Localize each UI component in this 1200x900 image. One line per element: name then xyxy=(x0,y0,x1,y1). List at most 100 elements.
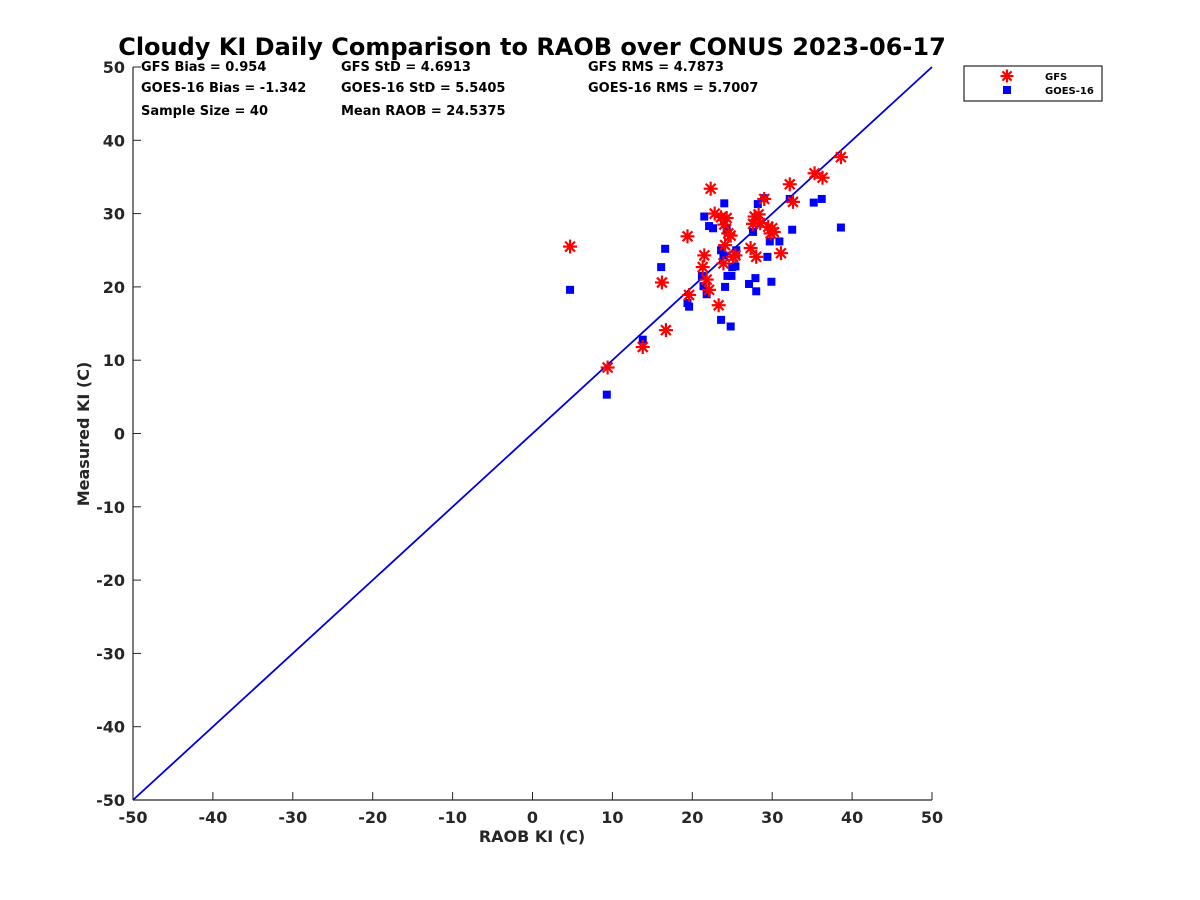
gfs-point xyxy=(682,287,697,302)
marker-stroke xyxy=(1001,70,1013,82)
y-tick-label: 0 xyxy=(114,425,125,444)
gfs-point xyxy=(782,177,797,192)
legend: GFS GOES-16 xyxy=(963,65,1103,102)
marker-stroke xyxy=(752,208,765,221)
goes-16-point xyxy=(775,237,784,246)
legend-box xyxy=(963,65,1103,102)
reference-line-layer xyxy=(132,66,933,801)
y-tick-label: 50 xyxy=(103,58,125,77)
goes-16-point xyxy=(765,237,774,246)
y-tick-label: 40 xyxy=(103,131,125,150)
marker-stroke xyxy=(744,242,757,254)
y-tick-label: -50 xyxy=(96,791,125,810)
marker-stroke xyxy=(775,247,787,259)
marker-stroke xyxy=(601,361,614,374)
x-tick-label: -40 xyxy=(198,808,227,827)
y-tick-label: -40 xyxy=(96,718,125,737)
marker-stroke xyxy=(656,276,668,289)
goes-16-point xyxy=(638,335,647,344)
x-tick-label: 40 xyxy=(841,808,863,827)
marker-stroke xyxy=(660,324,672,336)
chart-title: Cloudy KI Daily Comparison to RAOB over … xyxy=(118,33,946,61)
goes-16-point xyxy=(752,287,761,296)
gfs-point xyxy=(695,260,710,275)
marker-stroke xyxy=(703,284,715,296)
marker-stroke xyxy=(718,218,730,231)
goes-16-point xyxy=(700,212,709,221)
marker-stroke xyxy=(712,299,725,311)
marker-stroke xyxy=(719,239,731,251)
marker-stroke xyxy=(754,217,766,229)
x-tick-label: 0 xyxy=(527,808,538,827)
goes-16-point xyxy=(709,224,718,233)
goes-16-point xyxy=(751,274,760,283)
goes-16-point xyxy=(721,282,730,291)
gfs-point xyxy=(635,340,650,355)
goes-16-point xyxy=(657,263,666,272)
stat-text: GOES-16 RMS = 5.7007 xyxy=(588,81,758,96)
marker-stroke xyxy=(787,196,799,208)
gfs-point xyxy=(658,323,673,338)
stat-text: GFS StD = 4.6913 xyxy=(341,60,471,75)
goes-16-point xyxy=(763,252,772,261)
goes-16-point xyxy=(685,302,694,311)
gfs-point xyxy=(728,248,743,263)
gfs-point xyxy=(757,191,772,206)
gfs-point xyxy=(711,298,726,313)
marker-stroke xyxy=(784,178,796,191)
marker-stroke xyxy=(637,341,649,353)
marker-stroke xyxy=(564,240,576,253)
one-to-one-line xyxy=(132,66,933,801)
marker-stroke xyxy=(724,229,737,242)
goes-16-point xyxy=(661,244,670,253)
gfs-point xyxy=(717,217,732,232)
goes-16-point xyxy=(727,271,736,280)
goes-16-point xyxy=(702,290,711,299)
goes-16-point xyxy=(745,279,754,288)
gfs-point xyxy=(680,229,695,244)
y-tick-label: -20 xyxy=(96,571,125,590)
marker-stroke xyxy=(698,249,711,262)
x-tick-label: -20 xyxy=(358,808,387,827)
gfs-point xyxy=(723,228,738,243)
x-tick-label: -10 xyxy=(438,808,467,827)
x-tick-label: 20 xyxy=(681,808,703,827)
gfs-point xyxy=(702,282,717,297)
goes-16-point xyxy=(753,200,762,209)
legend-label: GFS xyxy=(1045,72,1067,83)
legend-label: GOES-16 xyxy=(1045,86,1094,97)
goes-16-point xyxy=(720,199,729,208)
y-tick-label: 30 xyxy=(103,205,125,224)
goes-16-point xyxy=(699,282,708,291)
gfs-point xyxy=(751,207,766,222)
goes-16-point xyxy=(726,322,735,331)
stat-text: Sample Size = 40 xyxy=(141,104,268,119)
marker-stroke xyxy=(704,182,717,195)
gfs-point xyxy=(773,246,788,261)
y-tick-label: 20 xyxy=(103,278,125,297)
goes-16-point xyxy=(722,224,731,233)
x-tick-label: 30 xyxy=(761,808,783,827)
gfs-point xyxy=(654,275,669,290)
stat-text: GFS RMS = 4.7873 xyxy=(588,60,724,75)
axes: -50 -40 -30 -20 -10 0 10 20 30 40 50 50 40 30 20 10 0 -10… xyxy=(96,58,943,827)
marker-stroke xyxy=(808,167,821,180)
marker-stroke xyxy=(696,261,709,273)
y-axis-label: Measured KI (C) xyxy=(74,362,93,507)
marker-stroke xyxy=(717,257,730,270)
goes-16-point xyxy=(817,194,826,203)
legend-marker-gfs xyxy=(1000,69,1014,83)
stat-text: Mean RAOB = 24.5375 xyxy=(341,104,506,119)
marker-stroke xyxy=(729,249,742,262)
y-tick-label: 10 xyxy=(103,351,125,370)
x-tick-label: -30 xyxy=(278,808,307,827)
goes-16-point xyxy=(836,223,845,232)
gfs-point xyxy=(697,248,712,263)
gfs-point xyxy=(815,170,830,185)
marker-stroke xyxy=(700,273,713,286)
gfs-point xyxy=(703,181,718,196)
goes-16-point xyxy=(749,227,758,236)
stat-text: GOES-16 Bias = -1.342 xyxy=(141,81,306,96)
marker-stroke xyxy=(683,289,695,301)
